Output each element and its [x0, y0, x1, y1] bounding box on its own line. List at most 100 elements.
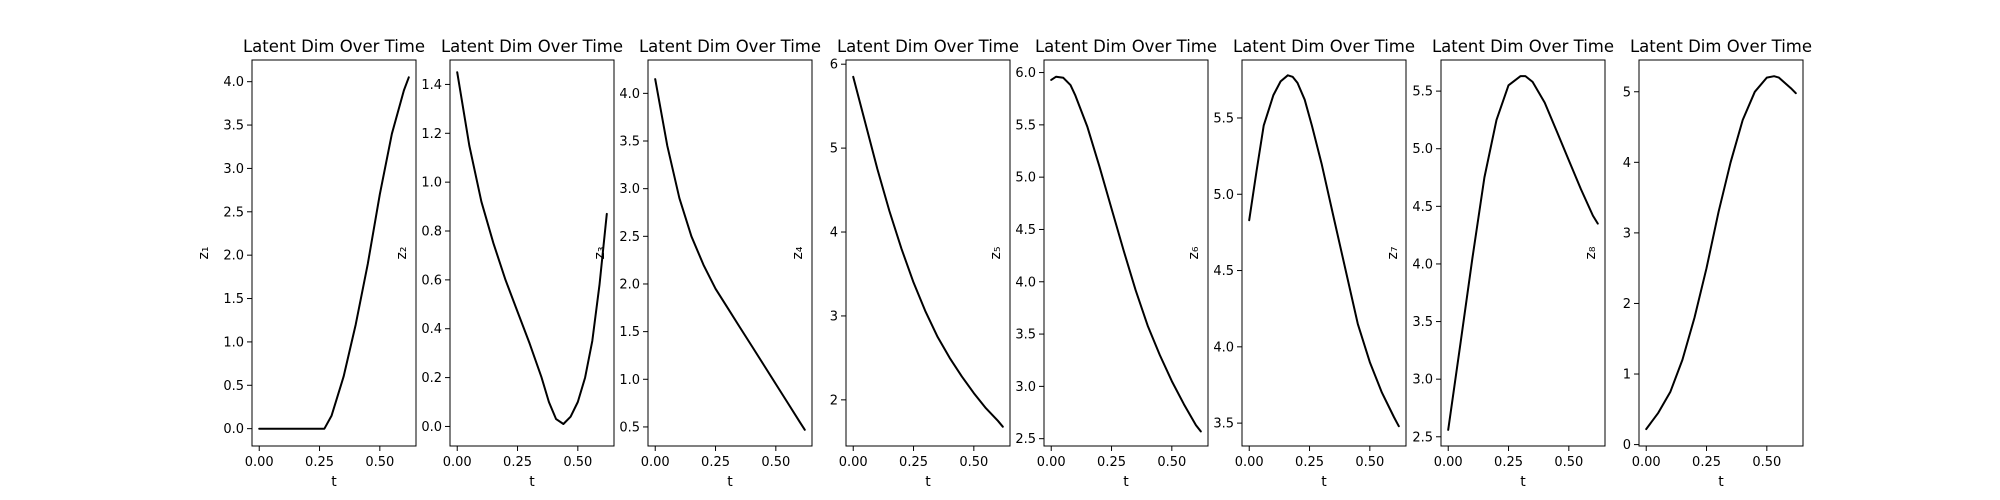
x-tick-label: 0.50 — [1752, 455, 1781, 470]
y-axis-label: z₇ — [1385, 247, 1401, 260]
y-tick-label: 0.5 — [223, 379, 244, 394]
chart-title: Latent Dim Over Time — [1233, 37, 1415, 56]
series-line — [1050, 75, 1202, 433]
chart-title: Latent Dim Over Time — [639, 37, 821, 56]
x-axis-label: t — [727, 474, 733, 490]
x-tick-label: 0.50 — [1355, 455, 1384, 470]
y-tick-label: 3.5 — [1015, 328, 1036, 343]
y-tick-label: 0.2 — [421, 371, 442, 386]
y-tick-label: 3.0 — [619, 182, 640, 197]
y-tick-label: 0.0 — [421, 420, 442, 435]
y-tick-label: 3.5 — [1213, 417, 1234, 432]
series-line — [1248, 74, 1400, 428]
y-tick-label: 0.8 — [421, 225, 442, 240]
y-tick-label: 1 — [1623, 368, 1631, 383]
x-tick-label: 0.00 — [1434, 455, 1463, 470]
subplot-4: 0.00 0.25 0.50 2 3 4 5 6 Latent Dim Over Time t z₄ — [790, 37, 1019, 490]
y-tick-label: 0.4 — [421, 322, 442, 337]
y-tick-label: 3.5 — [1412, 315, 1433, 330]
subplot-2: 0.00 0.25 0.50 0.0 0.2 0.4 0.6 0.8 1.0 1.2 1.4 Late… — [394, 37, 623, 490]
y-tick-label: 5.5 — [1015, 118, 1036, 133]
y-tick-label: 2 — [1623, 297, 1631, 312]
x-tick-label: 0.25 — [305, 455, 334, 470]
subplot-3: 0.00 0.25 0.50 0.5 1.0 1.5 2.0 2.5 3.0 3.5 4.0 Late… — [592, 37, 821, 490]
x-tick-label: 0.00 — [443, 455, 472, 470]
y-tick-label: 4 — [830, 226, 838, 241]
y-tick-label: 5.5 — [1412, 85, 1433, 100]
series-line — [654, 78, 806, 431]
x-tick-label: 0.25 — [1692, 455, 1721, 470]
series-line — [852, 75, 1004, 428]
y-tick-label: 5 — [1623, 85, 1631, 100]
y-axis-label: z₃ — [592, 247, 608, 260]
x-tick-label: 0.25 — [503, 455, 532, 470]
y-tick-label: 6.0 — [1015, 66, 1036, 81]
x-axis-label: t — [331, 474, 337, 490]
y-axis-label: z₄ — [790, 246, 806, 259]
series-line — [258, 76, 410, 430]
y-tick-label: 0.0 — [223, 422, 244, 437]
chart-title: Latent Dim Over Time — [243, 37, 425, 56]
y-tick-label: 3.5 — [223, 119, 244, 134]
x-tick-label: 0.25 — [899, 455, 928, 470]
y-tick-label: 5.0 — [1015, 171, 1036, 186]
x-tick-label: 0.50 — [1157, 455, 1186, 470]
y-tick-label: 2.0 — [223, 249, 244, 264]
x-tick-label: 0.50 — [761, 455, 790, 470]
y-tick-label: 3 — [830, 309, 838, 324]
y-tick-label: 4.0 — [1412, 257, 1433, 272]
y-tick-label: 5.0 — [1213, 188, 1234, 203]
x-tick-label: 0.50 — [365, 455, 394, 470]
y-tick-label: 2.5 — [1015, 432, 1036, 447]
y-tick-label: 4.5 — [1015, 223, 1036, 238]
y-axis-label: z₂ — [394, 247, 410, 260]
y-tick-label: 1.4 — [421, 78, 442, 93]
y-axis-label: z₁ — [196, 247, 212, 260]
subplot-5: 0.00 0.25 0.50 2.5 3.0 3.5 4.0 4.5 5.0 5.5 6.0 Late… — [988, 37, 1217, 490]
y-tick-label: 4.5 — [1412, 200, 1433, 215]
y-tick-label: 2.5 — [223, 205, 244, 220]
x-axis-label: t — [1123, 474, 1129, 490]
y-tick-label: 6 — [830, 58, 838, 73]
y-tick-label: 4.5 — [1213, 264, 1234, 279]
y-tick-label: 4.0 — [619, 87, 640, 102]
axes-frame — [1638, 59, 1804, 447]
x-axis-label: t — [1718, 474, 1724, 490]
x-axis-label: t — [529, 474, 535, 490]
y-tick-label: 1.0 — [619, 373, 640, 388]
y-tick-label: 5.5 — [1213, 111, 1234, 126]
x-tick-label: 0.00 — [1037, 455, 1066, 470]
subplot-6: 0.00 0.25 0.50 3.5 4.0 4.5 5.0 5.5 Latent Dim Ov… — [1186, 37, 1415, 490]
y-tick-label: 3.0 — [223, 162, 244, 177]
axes-frame — [1241, 59, 1407, 447]
x-axis-label: t — [1321, 474, 1327, 490]
x-tick-label: 0.25 — [701, 455, 730, 470]
series-line — [1447, 75, 1599, 431]
x-tick-label: 0.50 — [563, 455, 592, 470]
x-tick-label: 0.00 — [641, 455, 670, 470]
y-tick-label: 4.0 — [223, 75, 244, 90]
y-tick-label: 2.5 — [619, 230, 640, 245]
axes-frame — [251, 59, 417, 447]
y-tick-label: 2.5 — [1412, 430, 1433, 445]
x-tick-label: 0.25 — [1494, 455, 1523, 470]
y-tick-label: 5 — [830, 142, 838, 157]
y-tick-label: 1.0 — [421, 176, 442, 191]
series-line — [456, 71, 608, 425]
y-tick-label: 0.6 — [421, 273, 442, 288]
y-tick-label: 3.5 — [619, 135, 640, 150]
x-tick-label: 0.00 — [839, 455, 868, 470]
y-tick-label: 4.0 — [1213, 340, 1234, 355]
x-tick-label: 0.50 — [959, 455, 988, 470]
subplot-7: 0.00 0.25 0.50 2.5 3.0 3.5 4.0 4.5 5.0 5.5 Latent … — [1385, 37, 1614, 490]
axes-frame — [1043, 59, 1209, 447]
y-tick-label: 1.5 — [223, 292, 244, 307]
y-tick-label: 3.0 — [1015, 380, 1036, 395]
chart-title: Latent Dim Over Time — [441, 37, 623, 56]
x-tick-label: 0.00 — [1235, 455, 1264, 470]
axes-frame — [1440, 59, 1606, 447]
y-tick-label: 0.5 — [619, 420, 640, 435]
x-tick-label: 0.25 — [1295, 455, 1324, 470]
subplot-1: 0.00 0.25 0.50 0.0 0.5 1.0 1.5 2.0 2.5 3.0 3.5 4.0 L… — [196, 37, 425, 490]
